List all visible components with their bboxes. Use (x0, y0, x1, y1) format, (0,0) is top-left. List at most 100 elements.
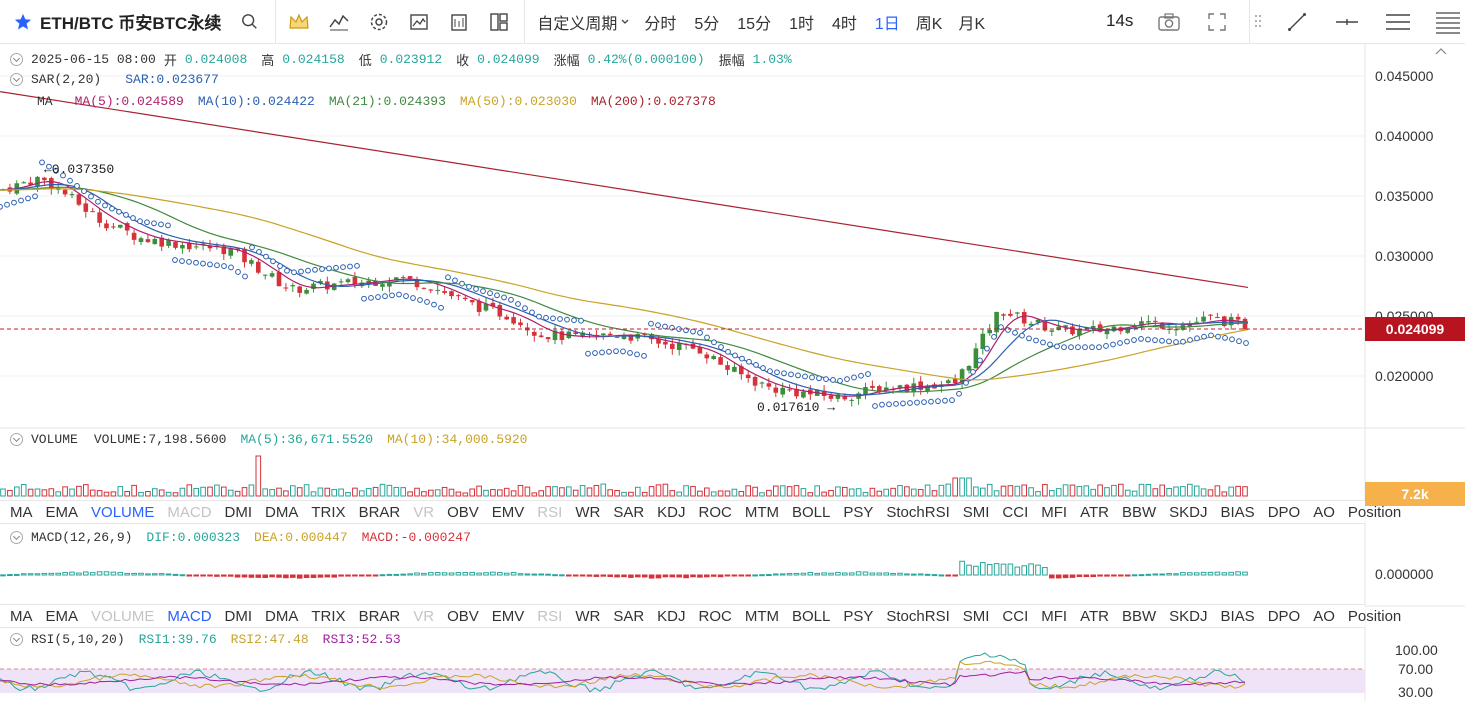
indicator-tab-cci[interactable]: CCI (1002, 607, 1029, 625)
collapse-icon[interactable] (10, 73, 23, 86)
collapse-icon[interactable] (10, 531, 23, 544)
indicator-tab-mtm[interactable]: MTM (744, 607, 779, 625)
indicator-tab-smi[interactable]: SMI (962, 607, 990, 625)
indicator-tab-stochrsi[interactable]: StochRSI (886, 607, 950, 625)
chart-area[interactable]: ←0.037350 0.017610 → 0.045000 0.040000 0… (0, 44, 1465, 701)
collapse-icon[interactable] (10, 633, 23, 646)
indicator-tab-stochrsi[interactable]: StochRSI (886, 503, 950, 521)
candle-body (159, 237, 164, 247)
indicator-tab-boll[interactable]: BOLL (792, 607, 831, 625)
indicator-tab-position[interactable]: Position (1347, 607, 1402, 625)
settings-icon[interactable] (362, 5, 396, 39)
indicator-tab-dpo[interactable]: DPO (1267, 607, 1301, 625)
indicator-tab-atr[interactable]: ATR (1080, 503, 1109, 521)
symbol-title[interactable]: ETH/BTC 币安BTC永续 (40, 14, 222, 33)
period-5m[interactable]: 5分 (694, 15, 720, 33)
indicator-tab-mfi[interactable]: MFI (1041, 503, 1068, 521)
chevron-up-icon[interactable] (1435, 48, 1447, 55)
indicator-tab-ema[interactable]: EMA (45, 607, 79, 625)
period-1d[interactable]: 1日 (874, 15, 900, 33)
indicator-tab-obv[interactable]: OBV (447, 607, 479, 625)
indicator-tab-roc[interactable]: ROC (698, 503, 732, 521)
trendline-tool-icon[interactable] (1280, 5, 1314, 39)
indicator-tab-cci[interactable]: CCI (1002, 503, 1029, 521)
indicator-tab-position[interactable]: Position (1347, 503, 1402, 521)
indicator-tab-mfi[interactable]: MFI (1041, 607, 1068, 625)
indicator-tab-psy[interactable]: PSY (843, 503, 874, 521)
indicator-tab-ema[interactable]: EMA (45, 503, 79, 521)
indicator-tab-bias[interactable]: BIAS (1220, 607, 1255, 625)
indicator-tab-rsi[interactable]: RSI (537, 503, 563, 521)
indicator-tab-volume[interactable]: VOLUME (91, 503, 155, 521)
volume-bar (566, 486, 572, 497)
indicator-tab-ma[interactable]: MA (10, 503, 33, 521)
star-icon[interactable] (14, 12, 34, 32)
indicator-tab-kdj[interactable]: KDJ (657, 607, 686, 625)
indicators-icon[interactable] (322, 5, 356, 39)
indicator-tab-atr[interactable]: ATR (1080, 607, 1109, 625)
indicator-tab-volume[interactable]: VOLUME (91, 607, 155, 625)
indicator-tab-psy[interactable]: PSY (843, 607, 874, 625)
indicator-tab-roc[interactable]: ROC (698, 607, 732, 625)
indicator-tab-bbw[interactable]: BBW (1121, 503, 1157, 521)
crown-icon[interactable] (282, 5, 316, 39)
volume-bar (483, 489, 489, 497)
indicator-tab-boll[interactable]: BOLL (792, 503, 831, 521)
indicator-tab-trix[interactable]: TRIX (311, 503, 346, 521)
period-month[interactable]: 月K (958, 15, 986, 33)
indicator-tab-dma[interactable]: DMA (265, 503, 299, 521)
sar-dot (67, 177, 73, 184)
indicator-tab-kdj[interactable]: KDJ (657, 503, 686, 521)
indicator-tab-mtm[interactable]: MTM (744, 503, 779, 521)
indicator-tab-ao[interactable]: AO (1313, 503, 1335, 521)
indicator-tab-ma[interactable]: MA (10, 607, 33, 625)
indicator-tab-skdj[interactable]: SKDJ (1169, 607, 1208, 625)
custom-period-dropdown[interactable]: 自定义周期 (537, 10, 630, 34)
indicator-tab-wr[interactable]: WR (575, 503, 601, 521)
template-icon[interactable] (442, 5, 476, 39)
candle-body (642, 333, 647, 335)
indicator-tab-emv[interactable]: EMV (491, 607, 525, 625)
indicator-tab-dmi[interactable]: DMI (224, 503, 253, 521)
indicator-tab-emv[interactable]: EMV (491, 503, 525, 521)
indicator-tab-bias[interactable]: BIAS (1220, 503, 1255, 521)
drag-handle-icon[interactable] (1250, 5, 1266, 39)
fullscreen-icon[interactable] (1200, 5, 1234, 39)
indicator-tab-trix[interactable]: TRIX (311, 607, 346, 625)
period-week[interactable]: 周K (915, 15, 943, 33)
menu-lines-icon[interactable] (1381, 5, 1415, 39)
indicator-tab-rsi[interactable]: RSI (537, 607, 563, 625)
period-15m[interactable]: 15分 (737, 15, 772, 33)
image-icon[interactable] (402, 5, 436, 39)
layout-icon[interactable] (482, 5, 516, 39)
period-1h[interactable]: 1时 (789, 15, 814, 33)
indicator-tab-sar[interactable]: SAR (613, 607, 645, 625)
sar-dot (480, 288, 486, 295)
chart-list-icon[interactable] (1431, 5, 1465, 39)
horizontal-line-tool-icon[interactable] (1330, 5, 1364, 39)
camera-icon[interactable] (1152, 5, 1186, 39)
chart-canvas[interactable]: ←0.037350 0.017610 → (0, 44, 1465, 701)
indicator-tab-brar[interactable]: BRAR (358, 503, 401, 521)
indicator-tab-macd[interactable]: MACD (167, 503, 212, 521)
period-4h[interactable]: 4时 (831, 15, 857, 33)
indicator-tab-vr[interactable]: VR (413, 607, 435, 625)
indicator-tab-obv[interactable]: OBV (447, 503, 479, 521)
indicator-tab-dmi[interactable]: DMI (224, 607, 253, 625)
indicator-tab-bbw[interactable]: BBW (1121, 607, 1157, 625)
indicator-tab-vr[interactable]: VR (413, 503, 435, 521)
period-fenshi[interactable]: 分时 (644, 15, 677, 33)
indicator-tab-macd[interactable]: MACD (167, 607, 212, 625)
search-icon[interactable] (233, 5, 267, 39)
collapse-icon[interactable] (10, 53, 23, 66)
indicator-tab-sar[interactable]: SAR (613, 503, 645, 521)
indicator-tab-smi[interactable]: SMI (962, 503, 990, 521)
collapse-icon[interactable] (10, 433, 23, 446)
indicator-tab-ao[interactable]: AO (1313, 607, 1335, 625)
indicator-tab-wr[interactable]: WR (575, 607, 601, 625)
indicator-tab-dpo[interactable]: DPO (1267, 503, 1301, 521)
indicator-tab-dma[interactable]: DMA (265, 607, 299, 625)
indicator-tab-skdj[interactable]: SKDJ (1169, 503, 1208, 521)
rsi-name: RSI(5,10,20) (31, 632, 125, 647)
indicator-tab-brar[interactable]: BRAR (358, 607, 401, 625)
